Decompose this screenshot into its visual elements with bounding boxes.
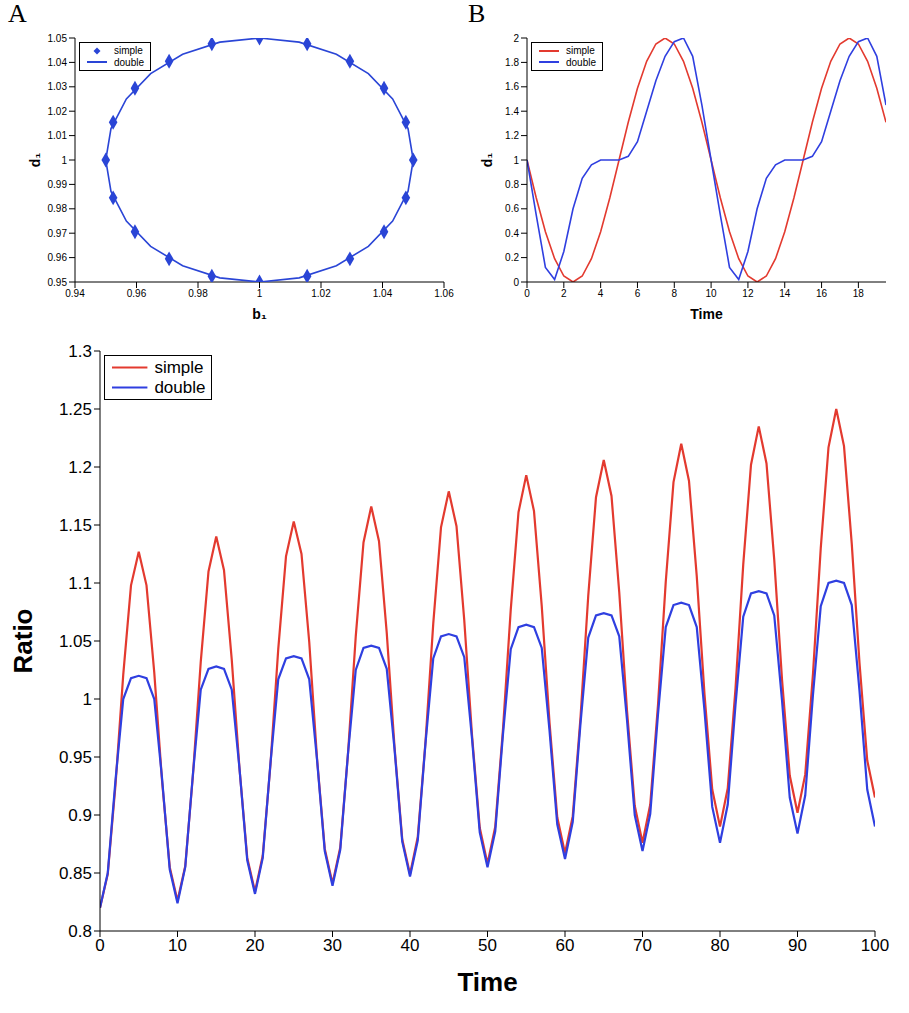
svg-text:8: 8 [672,288,678,299]
svg-text:1: 1 [83,690,92,709]
html-text:B: B [468,0,486,28]
svg-text:1.04: 1.04 [373,288,393,299]
html-text:Ratio: Ratio [7,608,38,674]
svg-text:0.97: 0.97 [48,228,68,239]
svg-text:1.01: 1.01 [48,130,68,141]
svg-text:40: 40 [401,936,420,955]
html-text:Time: Time [457,966,518,996]
html-text:d₁: d₁ [478,152,495,168]
svg-text:0.8: 0.8 [505,179,519,190]
svg-text:10: 10 [706,288,718,299]
svg-text:12: 12 [742,288,754,299]
svg-text:1.2: 1.2 [505,130,519,141]
svg-text:50: 50 [478,936,497,955]
html-text:b₁: b₁ [252,305,267,322]
html-text:Time: Time [690,305,723,322]
svg-text:1.15: 1.15 [59,516,92,535]
svg-text:60: 60 [556,936,575,955]
svg-text:2: 2 [561,288,567,299]
svg-text:1.1: 1.1 [68,574,92,593]
svg-text:0: 0 [95,936,104,955]
svg-text:1.05: 1.05 [59,632,92,651]
svg-text:1.2: 1.2 [68,458,92,477]
svg-text:0.8: 0.8 [68,922,92,941]
svg-text:1.02: 1.02 [48,106,68,117]
svg-text:1.03: 1.03 [48,81,68,92]
svg-text:80: 80 [711,936,730,955]
svg-text:4: 4 [598,288,604,299]
svg-text:1.05: 1.05 [48,33,68,44]
svg-text:0.95: 0.95 [48,277,68,288]
svg-text:6: 6 [635,288,641,299]
svg-text:1: 1 [61,155,67,166]
html-text:double: double [114,56,144,68]
svg-text:0.85: 0.85 [59,864,92,883]
svg-text:1.3: 1.3 [68,342,92,361]
html-text:double: double [154,377,206,397]
svg-text:1.04: 1.04 [48,57,68,68]
svg-text:0.96: 0.96 [127,288,147,299]
svg-text:30: 30 [323,936,342,955]
svg-text:1.25: 1.25 [59,400,92,419]
svg-text:0.98: 0.98 [188,288,208,299]
svg-text:0.98: 0.98 [48,203,68,214]
svg-text:100: 100 [861,936,889,955]
svg-text:0: 0 [524,288,530,299]
svg-text:90: 90 [788,936,807,955]
svg-text:1.8: 1.8 [505,57,519,68]
svg-text:0.2: 0.2 [505,252,519,263]
svg-text:18: 18 [853,288,865,299]
html-text:d₁: d₁ [26,152,43,168]
svg-text:1.4: 1.4 [505,106,519,117]
html-text:A: A [8,0,27,28]
svg-text:14: 14 [779,288,791,299]
svg-text:10: 10 [168,936,187,955]
svg-text:0: 0 [513,277,519,288]
svg-text:1: 1 [257,288,263,299]
svg-text:2: 2 [513,33,519,44]
html-text:simple: simple [566,45,595,56]
svg-text:0.9: 0.9 [68,806,92,825]
svg-text:70: 70 [633,936,652,955]
html-text:simple: simple [114,45,143,56]
svg-text:0.95: 0.95 [59,748,92,767]
svg-text:20: 20 [246,936,265,955]
svg-text:1.06: 1.06 [434,288,454,299]
svg-text:0.6: 0.6 [505,203,519,214]
html-text:simple: simple [154,358,204,377]
svg-text:1.6: 1.6 [505,81,519,92]
svg-text:1.02: 1.02 [311,288,331,299]
svg-text:0.99: 0.99 [48,179,68,190]
svg-text:1: 1 [513,155,519,166]
svg-text:0.94: 0.94 [65,288,85,299]
svg-text:16: 16 [816,288,828,299]
svg-text:0.96: 0.96 [48,252,68,263]
svg-text:0.4: 0.4 [505,228,519,239]
html-text:double: double [566,56,596,68]
